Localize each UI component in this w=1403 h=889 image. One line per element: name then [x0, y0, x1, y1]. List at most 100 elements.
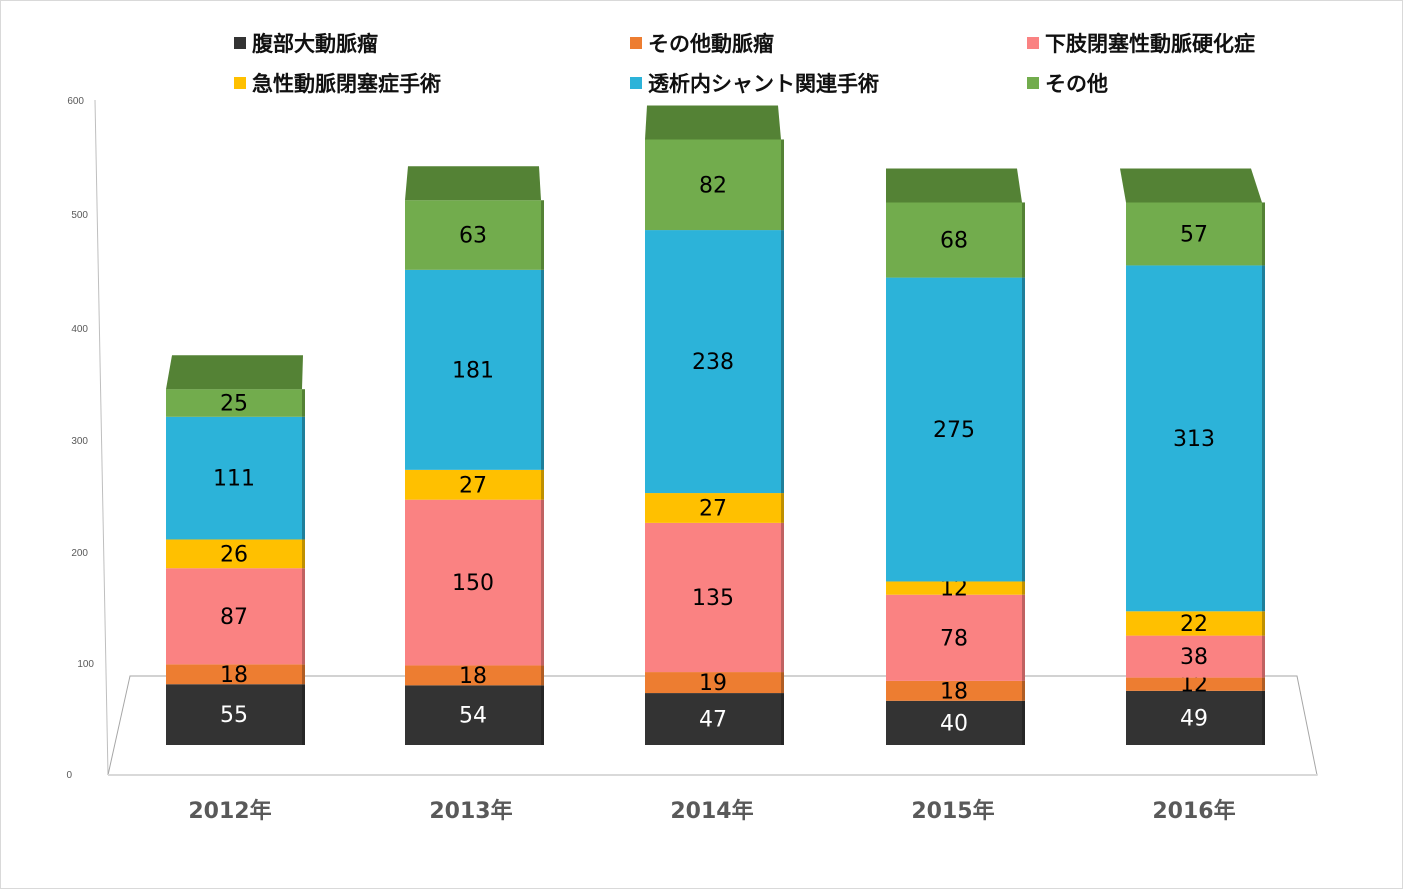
bar-side-face [781, 139, 784, 231]
bar-segment [886, 700, 1022, 745]
y-tick-label: 500 [71, 210, 88, 221]
bar-side-face [1022, 581, 1025, 595]
bar-stack: 54 18 150 27 181 63 [405, 166, 544, 745]
data-label: 238 [692, 350, 734, 375]
bar-segment [645, 139, 781, 231]
bar-segment [1126, 265, 1262, 612]
bar-side-face [1022, 700, 1025, 745]
legend-label: その他 [1045, 72, 1108, 96]
bar-side-face [781, 230, 784, 494]
data-label: 57 [1180, 222, 1208, 247]
bar-side-face [1022, 202, 1025, 278]
data-label: 19 [699, 671, 727, 696]
bar-segment [1126, 635, 1262, 678]
bar-segment [886, 581, 1022, 595]
legend-swatch [1027, 77, 1039, 89]
data-label: 18 [940, 679, 968, 704]
y-axis-line [94, 99, 109, 776]
bar-segment [645, 672, 781, 694]
bar-side-face [541, 200, 544, 270]
y-tick-label: 200 [71, 548, 88, 559]
x-tick-label: 2012年 [188, 798, 271, 824]
bar-segment [405, 469, 541, 500]
bar-segment [645, 493, 781, 523]
data-label: 78 [940, 626, 968, 651]
legend-label: 下肢閉塞性動脈硬化症 [1045, 32, 1255, 56]
legend-label: 透析内シャント関連手術 [648, 72, 879, 96]
data-label: 18 [220, 663, 248, 688]
data-label: 181 [452, 358, 494, 383]
data-label: 111 [213, 467, 255, 492]
bar-side-face [1262, 202, 1265, 266]
bar-side-face [1262, 635, 1265, 678]
legend-item: その他 [1027, 68, 1108, 98]
data-label: 275 [933, 418, 975, 443]
data-label: 150 [452, 571, 494, 596]
bar-side-face [541, 499, 544, 666]
bar-side-face [781, 672, 784, 694]
legend-swatch [630, 37, 642, 49]
data-label: 82 [699, 173, 727, 198]
y-tick-label: 400 [71, 324, 88, 335]
bar-side-face [1022, 594, 1025, 681]
bar-stack: 47 19 135 27 238 82 [645, 105, 784, 745]
bar-segment [166, 684, 302, 745]
bar-side-face [541, 269, 544, 470]
bar-side-face [302, 389, 305, 417]
data-label: 55 [220, 703, 248, 728]
bar-segment [166, 389, 302, 417]
data-label: 40 [940, 711, 968, 736]
bar-side-face [302, 416, 305, 540]
bar-top-face [166, 355, 303, 390]
bar-segment [405, 200, 541, 270]
data-label: 135 [692, 586, 734, 611]
y-ticks: 0 100 200 300 400 500 600 [66, 96, 94, 781]
bar-segment [886, 594, 1022, 681]
bar-side-face [541, 685, 544, 745]
data-label: 87 [220, 605, 248, 630]
bar-top-face [645, 105, 781, 140]
bar-side-face [1022, 680, 1025, 701]
bar-stack: 55 18 87 26 111 25 [166, 355, 305, 745]
bar-side-face [781, 693, 784, 745]
bar-segment [405, 685, 541, 745]
bar-side-face [302, 568, 305, 665]
bar-side-face [1262, 690, 1265, 745]
bar-segment [405, 499, 541, 666]
bar-side-face [302, 539, 305, 569]
bar-segment [166, 539, 302, 569]
legend-swatch [234, 77, 246, 89]
data-label: 68 [940, 229, 968, 254]
legend-label: 急性動脈閉塞症手術 [252, 72, 441, 96]
bar-segment [1126, 677, 1262, 691]
bar-segment [886, 680, 1022, 701]
x-tick-label: 2015年 [911, 798, 994, 824]
legend-swatch [1027, 37, 1039, 49]
bar-segment [166, 664, 302, 685]
bar-side-face [541, 665, 544, 686]
legend-label: その他動脈瘤 [648, 32, 774, 56]
legend-item: 腹部大動脈瘤 [234, 28, 378, 58]
bar-side-face [1262, 677, 1265, 691]
data-label: 27 [459, 473, 487, 498]
bar-segment [166, 416, 302, 540]
data-label: 63 [459, 224, 487, 249]
bar-segment [405, 269, 541, 470]
bar-side-face [1262, 265, 1265, 612]
y-tick-label: 0 [66, 770, 72, 781]
bar-segment [645, 693, 781, 745]
y-tick-label: 100 [77, 659, 94, 670]
bar-side-face [1022, 277, 1025, 582]
x-tick-label: 2013年 [429, 798, 512, 824]
x-tick-label: 2014年 [670, 798, 753, 824]
bars: 55 18 87 26 111 25 54 18 150 27 181 63 47 19 135 27 238 8… [166, 105, 1265, 745]
legend-item: 急性動脈閉塞症手術 [234, 68, 441, 98]
data-label: 27 [699, 496, 727, 521]
bar-segment [166, 568, 302, 665]
legend-item: 下肢閉塞性動脈硬化症 [1027, 28, 1255, 58]
data-label: 26 [220, 542, 248, 567]
data-label: 49 [1180, 706, 1208, 731]
x-tick-label: 2016年 [1152, 798, 1235, 824]
bar-top-face [405, 166, 541, 201]
